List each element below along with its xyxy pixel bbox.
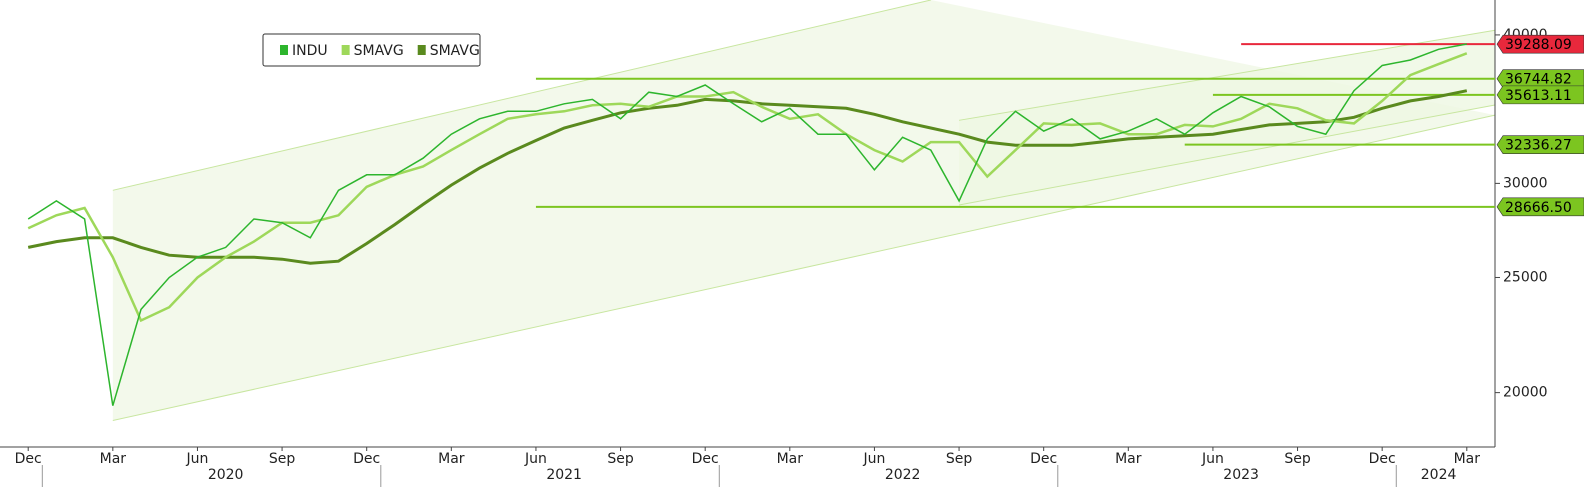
channels (112, 0, 1496, 421)
legend: INDU SMAVG SMAVG (262, 33, 481, 67)
series-line (27, 43, 1467, 406)
legend-swatch (341, 45, 350, 55)
level-tag (1496, 85, 1584, 105)
x-tick-label: Sep (269, 451, 296, 467)
series-line (27, 89, 1468, 265)
y-tick-label: 20000 (1503, 385, 1548, 401)
y-tick-label: 25000 (1503, 269, 1548, 285)
x-tick-label: Mar (777, 451, 804, 467)
x-tick-label: Dec (353, 451, 380, 467)
legend-swatch (280, 45, 288, 55)
y-tick-label: 30000 (1503, 175, 1548, 191)
level-label: 35613.11 (1505, 88, 1572, 104)
x-tick-label: Jun (186, 451, 209, 467)
year-label: 2021 (546, 467, 582, 483)
x-tick-label: Jun (862, 451, 885, 467)
legend-label: SMAVG (430, 43, 480, 59)
x-tick-label: Jun (524, 451, 547, 467)
channel-line (958, 104, 1496, 206)
x-tick-label: Sep (607, 451, 634, 467)
x-tick-label: Dec (15, 451, 42, 467)
x-tick-label: Sep (1284, 451, 1311, 467)
x-tick-label: Mar (1115, 451, 1142, 467)
level-label: 36744.82 (1505, 72, 1572, 88)
channel-line (112, 114, 1496, 421)
x-tick-label: Mar (1454, 451, 1481, 467)
channel-line (112, 0, 931, 191)
x-tick-label: Mar (438, 451, 465, 467)
x-tick-label: Dec (1030, 451, 1057, 467)
x-tick-label: Dec (1369, 451, 1396, 467)
channel-fill (959, 30, 1495, 205)
level-tag (1496, 34, 1584, 54)
x-tick-label: Mar (100, 451, 127, 467)
x-tick-label: Dec (692, 451, 719, 467)
year-label: 2022 (885, 467, 921, 483)
legend-swatch (417, 45, 426, 55)
year-label: 2024 (1421, 467, 1457, 483)
year-label: 2020 (208, 467, 244, 483)
level-tag (1496, 197, 1584, 217)
level-tag (1496, 69, 1584, 89)
series-line (27, 52, 1468, 323)
level-tag (1496, 135, 1584, 154)
legend-box (262, 33, 481, 67)
channel-line (958, 29, 1496, 121)
legend-label: SMAVG (354, 43, 404, 59)
x-tick-label: Jun (1201, 451, 1224, 467)
x-tick-label: Sep (946, 451, 973, 467)
level-label: 39288.09 (1505, 37, 1572, 53)
level-label: 28666.50 (1505, 200, 1572, 216)
legend-label: INDU (292, 43, 328, 59)
year-label: 2023 (1223, 467, 1259, 483)
level-label: 32336.27 (1505, 138, 1572, 154)
